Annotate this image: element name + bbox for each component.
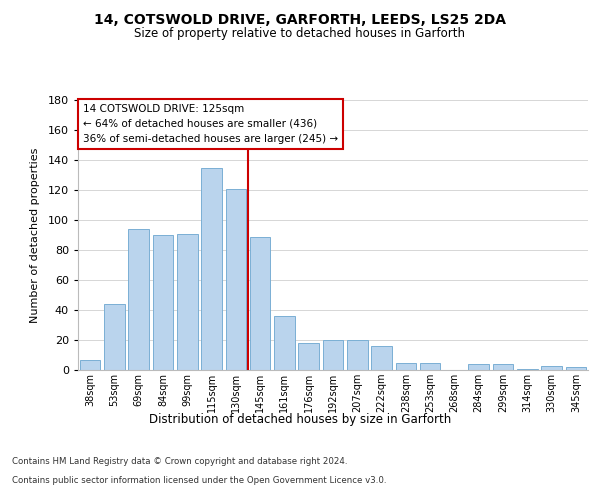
Bar — [566, 367, 586, 370]
Text: 14 COTSWOLD DRIVE: 125sqm
← 64% of detached houses are smaller (436)
36% of semi: 14 COTSWOLD DRIVE: 125sqm ← 64% of detac… — [83, 104, 338, 144]
Text: Size of property relative to detached houses in Garforth: Size of property relative to detached ho… — [134, 28, 466, 40]
Y-axis label: Number of detached properties: Number of detached properties — [29, 148, 40, 322]
Bar — [201, 168, 222, 370]
Bar — [128, 229, 149, 370]
Text: Contains HM Land Registry data © Crown copyright and database right 2024.: Contains HM Land Registry data © Crown c… — [12, 458, 347, 466]
Bar — [420, 362, 440, 370]
Bar — [80, 360, 100, 370]
Bar — [347, 340, 368, 370]
Bar — [177, 234, 197, 370]
Text: Distribution of detached houses by size in Garforth: Distribution of detached houses by size … — [149, 412, 451, 426]
Bar — [323, 340, 343, 370]
Bar — [298, 343, 319, 370]
Bar — [104, 304, 125, 370]
Bar — [371, 346, 392, 370]
Bar — [152, 235, 173, 370]
Text: Contains public sector information licensed under the Open Government Licence v3: Contains public sector information licen… — [12, 476, 386, 485]
Text: 14, COTSWOLD DRIVE, GARFORTH, LEEDS, LS25 2DA: 14, COTSWOLD DRIVE, GARFORTH, LEEDS, LS2… — [94, 12, 506, 26]
Bar — [226, 188, 246, 370]
Bar — [469, 364, 489, 370]
Bar — [395, 362, 416, 370]
Bar — [493, 364, 514, 370]
Bar — [517, 368, 538, 370]
Bar — [541, 366, 562, 370]
Bar — [250, 236, 271, 370]
Bar — [274, 316, 295, 370]
